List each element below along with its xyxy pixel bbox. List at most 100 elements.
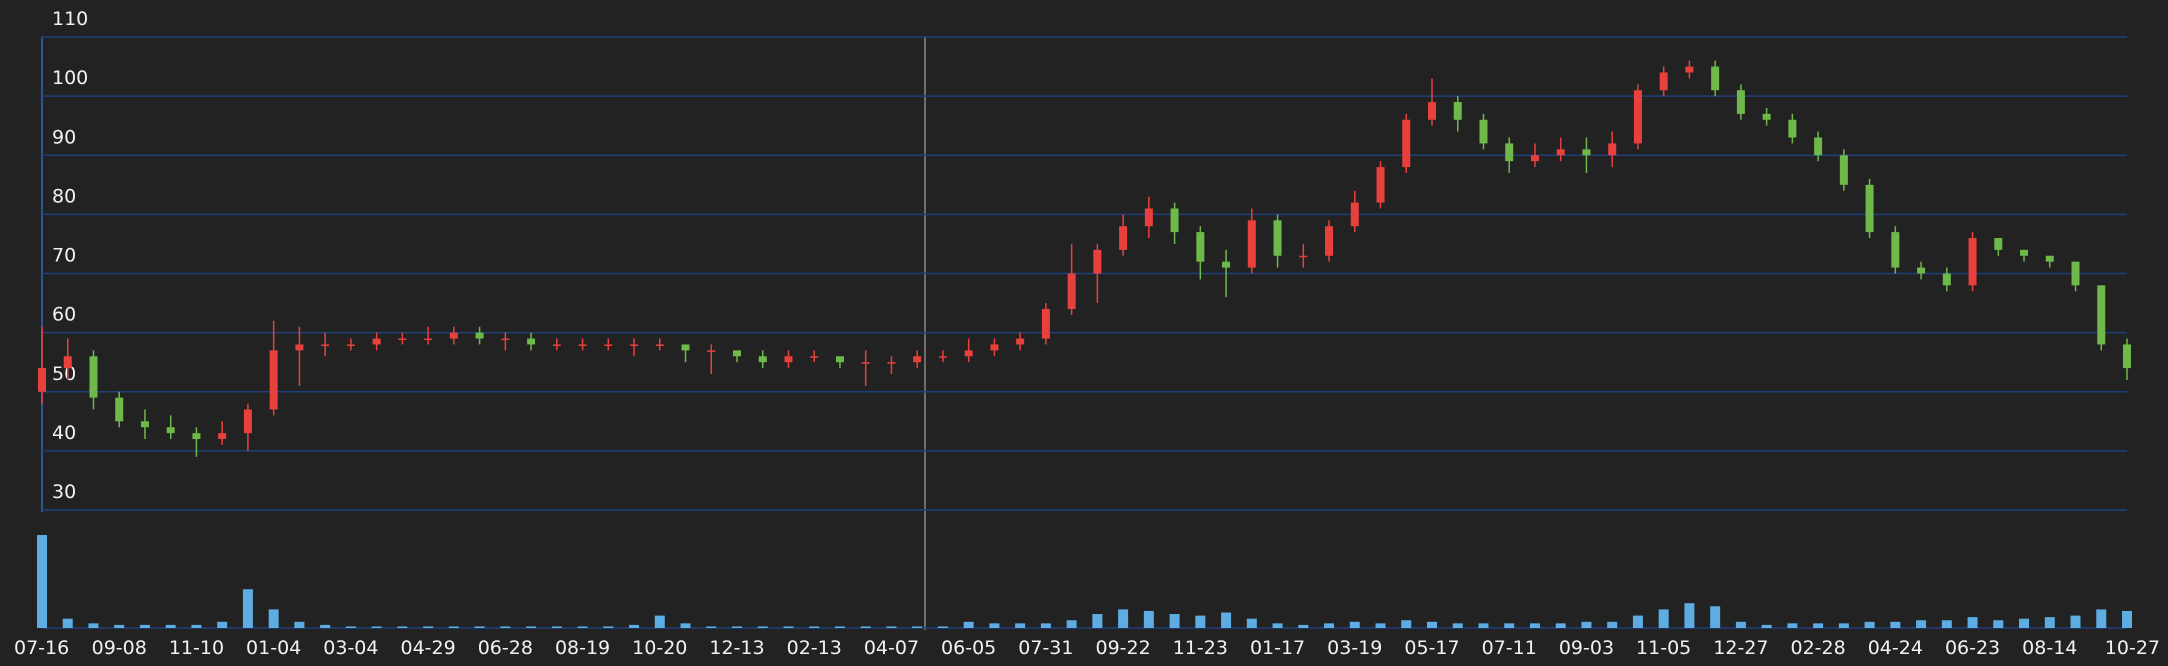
volume-bar [2122,610,2132,628]
candle-body [1453,102,1462,120]
candle-body [1839,155,1848,185]
volume-bar [1298,624,1309,628]
candle-body [115,397,124,422]
volume-bar [1375,623,1386,628]
candle-body [1968,238,1977,286]
candle-body [1479,119,1488,144]
volume-bar [1529,623,1540,628]
volume-bar [706,626,717,628]
volume-bar [1272,623,1283,628]
candle-body [1402,119,1411,168]
volume-bar [423,626,434,628]
volume-bar [1040,623,1051,628]
candle-body [1222,261,1231,268]
volume-bar [474,626,485,628]
candle-body [1016,338,1025,345]
candle-body [733,350,741,357]
candle-body [140,421,149,428]
volume-bar [1813,623,1824,628]
volume-bar [2019,618,2030,628]
volume-bar [2044,617,2055,628]
volume-bar [1478,623,1489,628]
volume-bar [1838,623,1849,628]
candle-body [2071,261,2080,286]
volume-bar [2070,615,2081,628]
candle-body [964,350,973,357]
y-tick-label: 60 [52,304,76,326]
x-tick-label: 05-17 [1404,637,1459,659]
candle-body [1247,220,1256,268]
candle-body [990,344,999,351]
candle-body [38,368,46,392]
candle-body [321,344,330,346]
candle-body [2097,285,2106,345]
volume-bar [732,626,742,628]
candle-body [1942,273,1951,286]
volume-bar [1967,617,1978,628]
volume-bar [809,626,820,628]
x-tick-label: 10-27 [2105,637,2160,659]
y-tick-label: 100 [52,67,88,89]
x-tick-label: 02-28 [1791,637,1846,659]
volume-bar [834,626,845,628]
volume-bar [886,626,897,628]
candle-body [1505,143,1514,162]
volume-bar [217,621,228,628]
candle-body [166,427,175,434]
x-tick-label: 07-16 [14,637,69,659]
volume-bar [1607,621,1618,628]
candle-body [1196,232,1205,262]
volume-bar [397,626,408,628]
candle-body [1633,90,1642,144]
candle-body [604,344,613,346]
volume-bar [757,626,768,628]
candle-body [1041,308,1050,339]
volume-bar [1941,620,1952,628]
candle-body [1608,143,1617,156]
x-tick-label: 09-22 [1096,637,1151,659]
volume-bar [139,624,150,628]
candle-body [784,356,793,363]
candle-body [1119,226,1128,250]
candle-body [758,356,767,363]
x-tick-label: 08-19 [555,637,610,659]
candle-body [707,350,716,352]
candle-body [887,362,896,364]
y-tick-label: 80 [52,185,76,207]
volume-bar [448,626,459,628]
candle-body [2045,255,2054,262]
volume-bar [577,626,588,628]
volume-bar [1684,603,1695,628]
volume-bar [242,589,253,628]
volume-bar [526,626,537,628]
candle-body [1659,72,1668,91]
candle-body [681,344,690,351]
volume-bar [989,623,1000,628]
candle-body [372,338,381,345]
x-tick-label: 06-23 [1945,637,2000,659]
volume-bar [1066,620,1077,628]
volume-bar [1015,623,1026,628]
candle-body [552,344,561,346]
candle-body [218,433,227,440]
y-tick-label: 70 [52,245,76,267]
candle-body [1865,184,1874,233]
volume-bar [1632,615,1643,628]
volume-bar [1864,621,1875,628]
volume-bar [1221,612,1232,628]
candle-body [1736,90,1745,114]
candle-body [63,356,72,369]
x-tick-label: 10-20 [632,637,687,659]
volume-bar [1581,621,1592,628]
y-tick-label: 50 [52,363,76,385]
volume-bar [1324,623,1335,628]
volume-bar [268,609,279,628]
candle-body [1814,137,1823,156]
x-tick-label: 04-24 [1868,637,1923,659]
volume-bar [551,626,562,628]
x-tick-label: 07-31 [1018,637,1073,659]
volume-bar [963,621,974,628]
candle-body [398,338,407,341]
x-tick-label: 03-04 [323,637,378,659]
